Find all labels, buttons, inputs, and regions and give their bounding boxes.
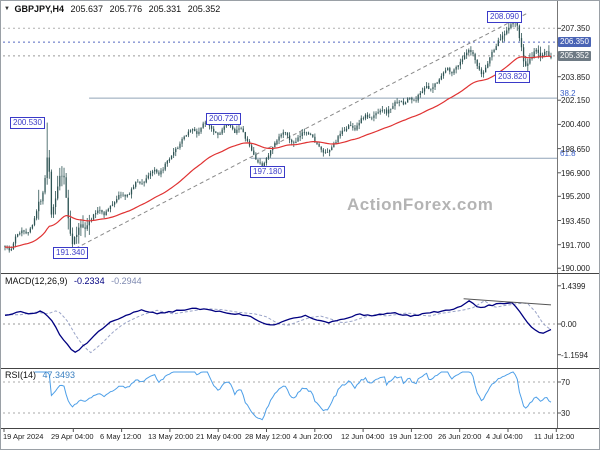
rsi-line	[34, 371, 552, 421]
rsi-value: 47.3493	[42, 370, 76, 380]
macd-name: MACD(12,26,9)	[5, 276, 68, 286]
ohlc-open: 205.637	[70, 4, 104, 14]
symbol-label: GBPJPY,H4	[14, 4, 64, 14]
macd-signal-value: -0.2944	[111, 276, 142, 286]
macd-trendline	[463, 298, 552, 306]
macd-indicator-label: MACD(12,26,9) -0.2334 -0.2944	[5, 276, 142, 286]
macd-value: -0.2334	[74, 276, 105, 286]
ohlc-low: 205.331	[148, 4, 182, 14]
candles	[4, 15, 552, 253]
rsi-indicator-label: RSI(14) 47.3493	[5, 370, 75, 380]
trendline	[69, 12, 528, 253]
watermark: ActionForex.com	[347, 195, 494, 214]
rsi-name: RSI(14)	[5, 370, 37, 380]
macd-signal-line	[5, 300, 552, 354]
symbol-marker-icon: ▼	[4, 6, 10, 12]
chart-title: ▼ GBPJPY,H4 205.637 205.776 205.331 205.…	[4, 4, 224, 14]
ma-line	[5, 55, 552, 248]
ohlc-high: 205.776	[109, 4, 143, 14]
macd-line	[4, 300, 552, 353]
ohlc-close: 205.352	[187, 4, 221, 14]
